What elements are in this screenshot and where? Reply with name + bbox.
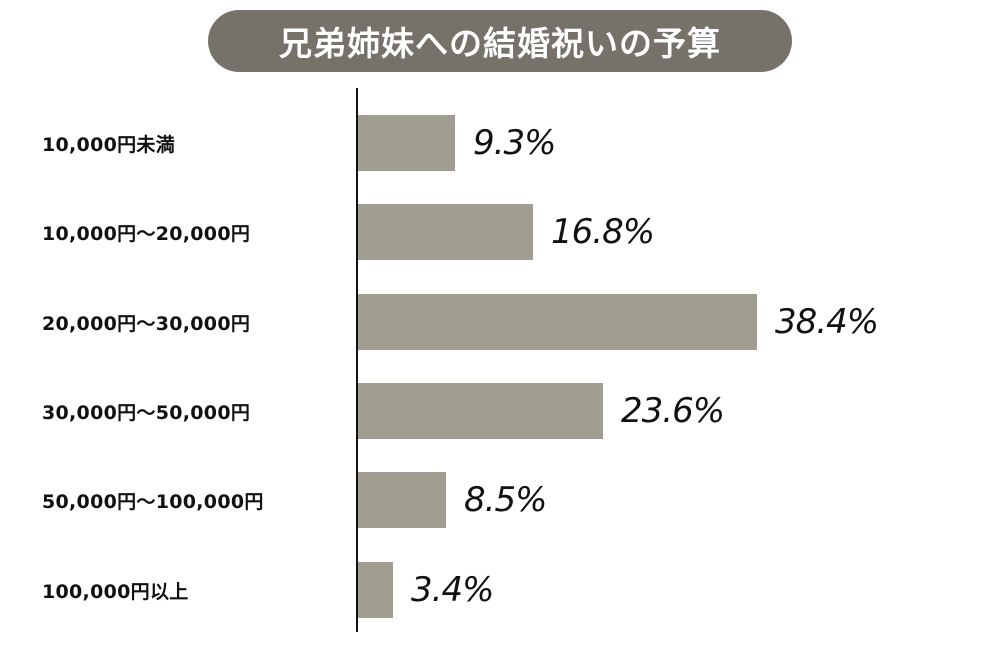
bar-row: 50,000円〜100,000円 8.5% bbox=[0, 472, 1000, 528]
value-label: 3.4% bbox=[411, 570, 494, 610]
value-label: 9.3% bbox=[473, 123, 556, 163]
bar-row: 10,000円〜20,000円 16.8% bbox=[0, 204, 1000, 260]
y-axis-line bbox=[356, 88, 358, 632]
bar bbox=[358, 472, 446, 528]
category-label: 10,000円未満 bbox=[42, 133, 176, 156]
bar-row: 30,000円〜50,000円 23.6% bbox=[0, 383, 1000, 439]
chart-title: 兄弟姉妹への結婚祝いの予算 bbox=[208, 10, 792, 72]
category-label: 100,000円以上 bbox=[42, 580, 189, 603]
category-label: 50,000円〜100,000円 bbox=[42, 490, 264, 513]
bar bbox=[358, 204, 533, 260]
bar-row: 20,000円〜30,000円 38.4% bbox=[0, 294, 1000, 350]
category-label: 30,000円〜50,000円 bbox=[42, 401, 251, 424]
bar bbox=[358, 562, 393, 618]
bar bbox=[358, 115, 455, 171]
category-label: 20,000円〜30,000円 bbox=[42, 312, 251, 335]
value-label: 8.5% bbox=[464, 480, 547, 520]
category-label: 10,000円〜20,000円 bbox=[42, 222, 251, 245]
bar-row: 10,000円未満 9.3% bbox=[0, 115, 1000, 171]
bar bbox=[358, 383, 603, 439]
value-label: 23.6% bbox=[621, 391, 725, 431]
bar bbox=[358, 294, 757, 350]
value-label: 38.4% bbox=[775, 302, 879, 342]
bar-row: 100,000円以上 3.4% bbox=[0, 562, 1000, 618]
value-label: 16.8% bbox=[551, 212, 655, 252]
